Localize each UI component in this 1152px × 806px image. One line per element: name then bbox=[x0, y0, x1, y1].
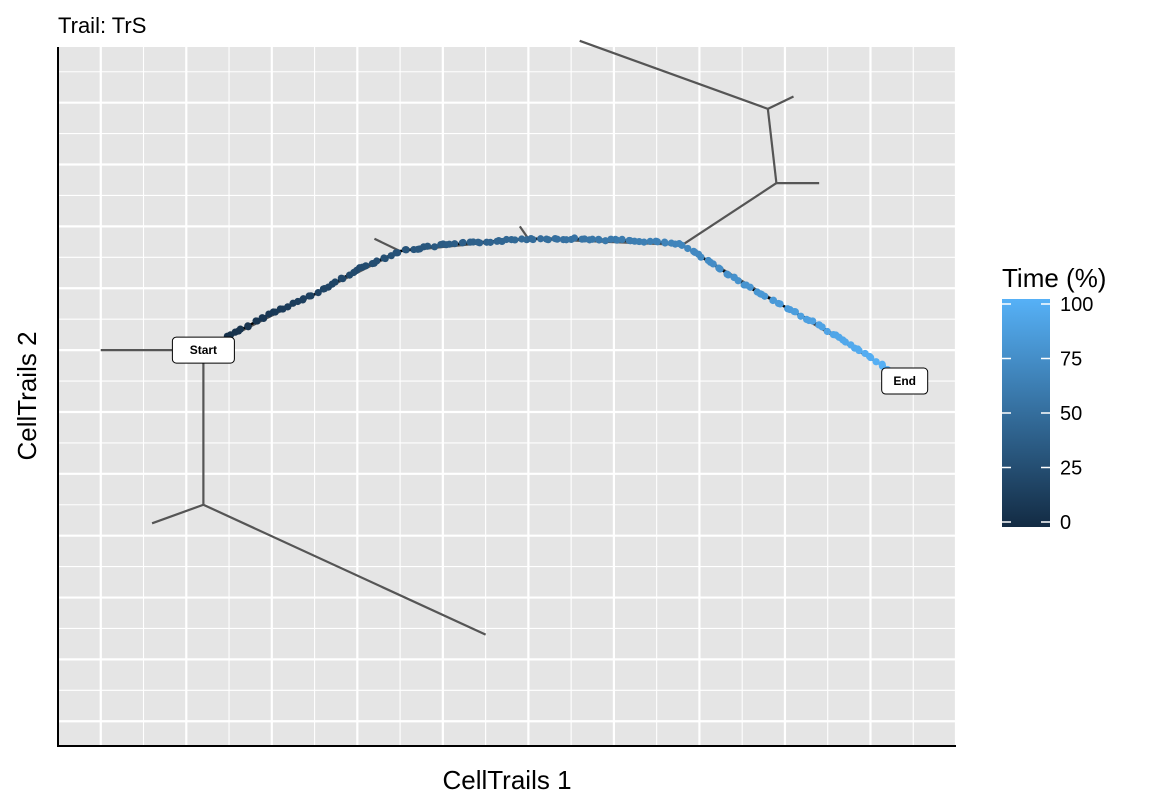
node-start: Start bbox=[171, 336, 235, 364]
trail-point bbox=[445, 240, 453, 248]
trajectory-segment bbox=[151, 503, 204, 525]
trail-point bbox=[588, 235, 597, 243]
trail-point bbox=[537, 235, 545, 243]
trail-point bbox=[601, 237, 610, 245]
trajectory-segment bbox=[766, 108, 778, 184]
legend-ticks: 0 25 50 75 100 bbox=[1002, 294, 1093, 534]
legend-tick-label: 25 bbox=[1060, 458, 1082, 480]
trail-point bbox=[823, 327, 831, 336]
node-label-text: End bbox=[893, 374, 916, 388]
trail-point bbox=[451, 240, 459, 248]
trail-point bbox=[878, 360, 886, 368]
trail-point bbox=[362, 262, 370, 270]
trail-point bbox=[244, 322, 252, 330]
trail-point bbox=[640, 238, 648, 246]
trail-point bbox=[797, 312, 805, 320]
trail-point bbox=[746, 283, 754, 291]
trail-point bbox=[625, 236, 633, 245]
trail-point bbox=[544, 236, 552, 244]
trail-nodes: Start End bbox=[171, 336, 929, 395]
trail-point bbox=[841, 338, 850, 346]
trail-point bbox=[594, 235, 603, 243]
trail-point bbox=[339, 275, 347, 283]
trail-point bbox=[529, 235, 537, 244]
trail-point bbox=[872, 358, 880, 366]
trail-point bbox=[253, 317, 261, 325]
legend-tick-label: 50 bbox=[1060, 403, 1082, 425]
trail-point bbox=[646, 237, 654, 245]
trail-point bbox=[423, 242, 432, 250]
trail-point bbox=[791, 308, 799, 316]
trail-point bbox=[776, 300, 784, 308]
trajectory-segment bbox=[202, 503, 487, 636]
trail-point bbox=[401, 246, 410, 254]
trail-point bbox=[393, 249, 402, 257]
grid bbox=[57, 47, 958, 746]
trail-point bbox=[486, 238, 495, 246]
trail-point bbox=[653, 238, 662, 246]
trail-point bbox=[476, 239, 484, 247]
trail-point bbox=[459, 238, 467, 247]
trail-point bbox=[381, 254, 389, 263]
trail-point bbox=[570, 234, 579, 242]
trail-point bbox=[684, 244, 692, 253]
trail-point bbox=[818, 323, 826, 331]
x-axis-label: CellTrails 1 bbox=[442, 765, 571, 795]
trail-point bbox=[716, 265, 724, 273]
legend-tick-label: 0 bbox=[1060, 512, 1071, 534]
trail-point bbox=[618, 235, 626, 243]
plot-panel bbox=[58, 47, 956, 745]
trail-point bbox=[259, 314, 268, 323]
node-label-box bbox=[881, 367, 929, 395]
trail-point bbox=[511, 236, 519, 244]
legend-tick-label: 100 bbox=[1060, 294, 1093, 316]
trajectory-segment bbox=[767, 95, 794, 110]
trail-point bbox=[761, 292, 769, 300]
trail-point bbox=[661, 238, 669, 246]
trail-point bbox=[236, 325, 244, 333]
trail-point bbox=[307, 292, 315, 300]
trail-point bbox=[553, 235, 561, 243]
trail-point bbox=[809, 317, 817, 325]
trail-point bbox=[373, 257, 381, 265]
chart-title: Trail: TrS bbox=[58, 13, 146, 38]
trail-points bbox=[199, 234, 892, 374]
trail-point bbox=[734, 277, 742, 285]
trail-point bbox=[697, 253, 705, 261]
trajectory-segment bbox=[579, 39, 769, 110]
trail-point bbox=[314, 289, 322, 297]
trail-point bbox=[299, 295, 307, 303]
trail-point bbox=[678, 241, 686, 249]
trail-point bbox=[431, 243, 439, 251]
trail-point bbox=[855, 346, 863, 355]
node-label-text: Start bbox=[190, 343, 217, 357]
node-end: End bbox=[881, 367, 929, 395]
node-label-box bbox=[171, 336, 235, 364]
trail-point bbox=[502, 235, 511, 244]
legend-title: Time (%) bbox=[1002, 263, 1106, 293]
trail-point bbox=[331, 278, 339, 286]
trail-point bbox=[284, 303, 292, 311]
legend-tick-label: 75 bbox=[1060, 349, 1082, 371]
y-axis-label: CellTrails 2 bbox=[12, 331, 42, 460]
trail-point bbox=[867, 353, 875, 362]
trail-point bbox=[724, 271, 732, 279]
trajectory-segment bbox=[373, 237, 401, 253]
trail-point bbox=[709, 260, 717, 268]
trajectory-segment bbox=[681, 182, 778, 246]
